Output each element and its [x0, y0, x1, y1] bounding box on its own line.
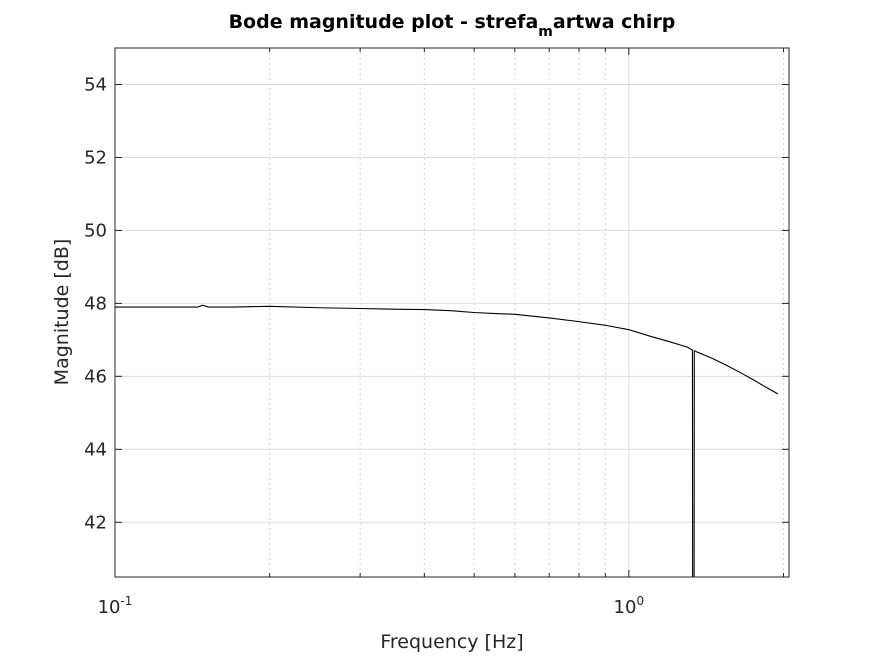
magnitude-line-series-0: [115, 304, 779, 578]
x-tick-label: 100: [614, 594, 645, 618]
chart-title-main: Bode magnitude plot - strefa: [229, 11, 539, 33]
y-tick-label: 52: [84, 147, 107, 168]
x-axis-label: Frequency [Hz]: [380, 631, 523, 653]
chart-title-rest: artwa chirp: [553, 11, 676, 33]
chart-title-subscript: m: [538, 24, 553, 40]
ticks: [114, 48, 789, 577]
plot-area: [115, 48, 789, 577]
series-layer: [115, 304, 779, 578]
y-tick-label: 44: [84, 439, 107, 460]
y-tick-labels: 42 44 46 48 50 52 54: [84, 74, 107, 533]
axes-box: [114, 47, 790, 578]
x-tick-labels: 10-1 100: [98, 594, 645, 618]
y-tick-label: 42: [84, 512, 107, 533]
x-tick-label: 10-1: [98, 594, 133, 618]
y-tick-label: 46: [84, 366, 107, 387]
y-tick-label: 54: [84, 74, 107, 95]
y-axis-label: Magnitude [dB]: [51, 239, 73, 386]
y-tick-label: 48: [84, 293, 107, 314]
chart-title: Bode magnitude plot - strefamartwa chirp: [229, 11, 676, 40]
y-tick-label: 50: [84, 220, 107, 241]
